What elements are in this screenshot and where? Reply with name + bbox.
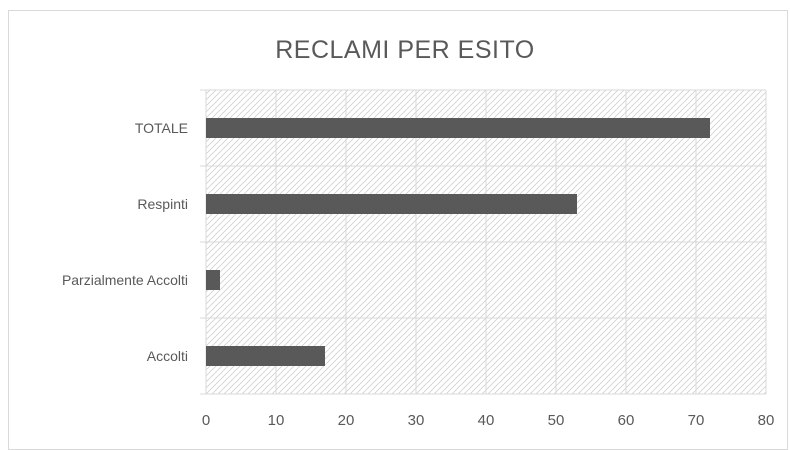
x-tick-label: 30: [408, 412, 425, 429]
bar-totale: [206, 118, 710, 138]
bar-parzialmente-accolti: [206, 270, 220, 290]
x-tick-label: 0: [202, 412, 210, 429]
bar-accolti: [206, 346, 325, 366]
bar-respinti: [206, 194, 577, 214]
gridlines: [200, 89, 767, 395]
x-tick-label: 70: [688, 412, 705, 429]
category-label: Accolti: [147, 348, 188, 364]
x-tick-label: 40: [478, 412, 495, 429]
category-label: Parzialmente Accolti: [62, 272, 188, 288]
category-label: TOTALE: [135, 120, 188, 136]
x-tick-label: 50: [548, 412, 565, 429]
x-tick-label: 10: [268, 412, 285, 429]
x-axis-tick-labels: 0 10 20 30 40 50 60 70 80: [202, 412, 775, 429]
x-tick-label: 80: [758, 412, 775, 429]
bar-chart: RECLAMI PER ESITO TOTALE Respinti Parzialm…: [62, 36, 775, 429]
x-tick-label: 60: [618, 412, 635, 429]
x-tick-label: 20: [338, 412, 355, 429]
category-label: Respinti: [137, 196, 188, 212]
bars: [206, 118, 710, 366]
category-labels: TOTALE Respinti Parzialmente Accolti Accolt…: [62, 120, 188, 364]
chart-title: RECLAMI PER ESITO: [275, 36, 535, 64]
